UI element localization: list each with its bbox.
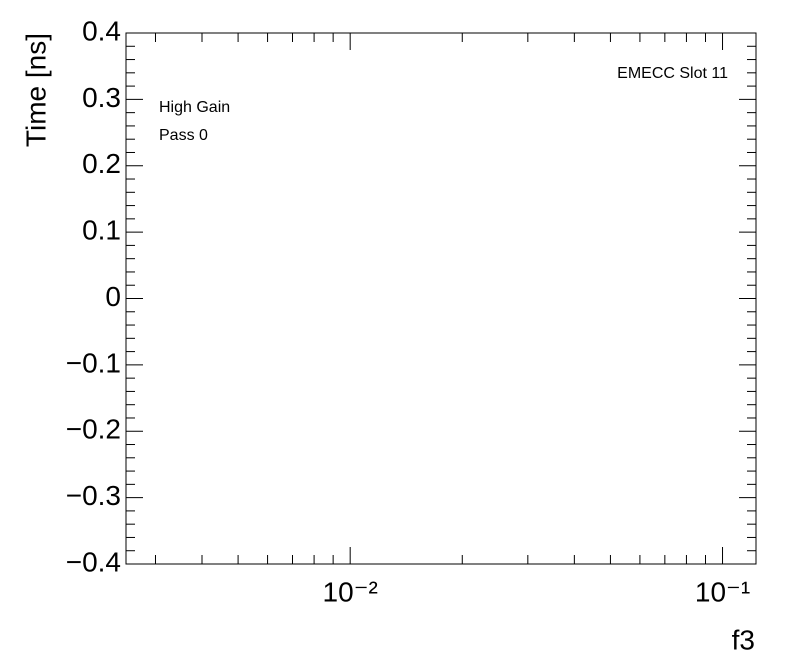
- x-tick-label: 10⁻¹: [695, 576, 750, 607]
- y-tick-label: 0.4: [82, 15, 121, 46]
- chart-title: EMECC Slot 11: [617, 65, 728, 82]
- y-tick-label: 0.1: [82, 215, 121, 246]
- y-tick-label: −0.3: [66, 480, 121, 511]
- y-axis-label: Time [ns]: [20, 33, 51, 147]
- y-tick-label: −0.2: [66, 414, 121, 445]
- annotation: Pass 0: [159, 127, 208, 144]
- y-tick-label: 0.3: [82, 82, 121, 113]
- x-axis-label: f3: [732, 624, 755, 655]
- x-tick-label: 10⁻²: [323, 576, 378, 607]
- annotation: High Gain: [159, 99, 230, 116]
- y-tick-label: −0.1: [66, 347, 121, 378]
- y-tick-label: −0.4: [66, 546, 121, 577]
- y-tick-label: 0.2: [82, 148, 121, 179]
- y-tick-label: 0: [105, 281, 121, 312]
